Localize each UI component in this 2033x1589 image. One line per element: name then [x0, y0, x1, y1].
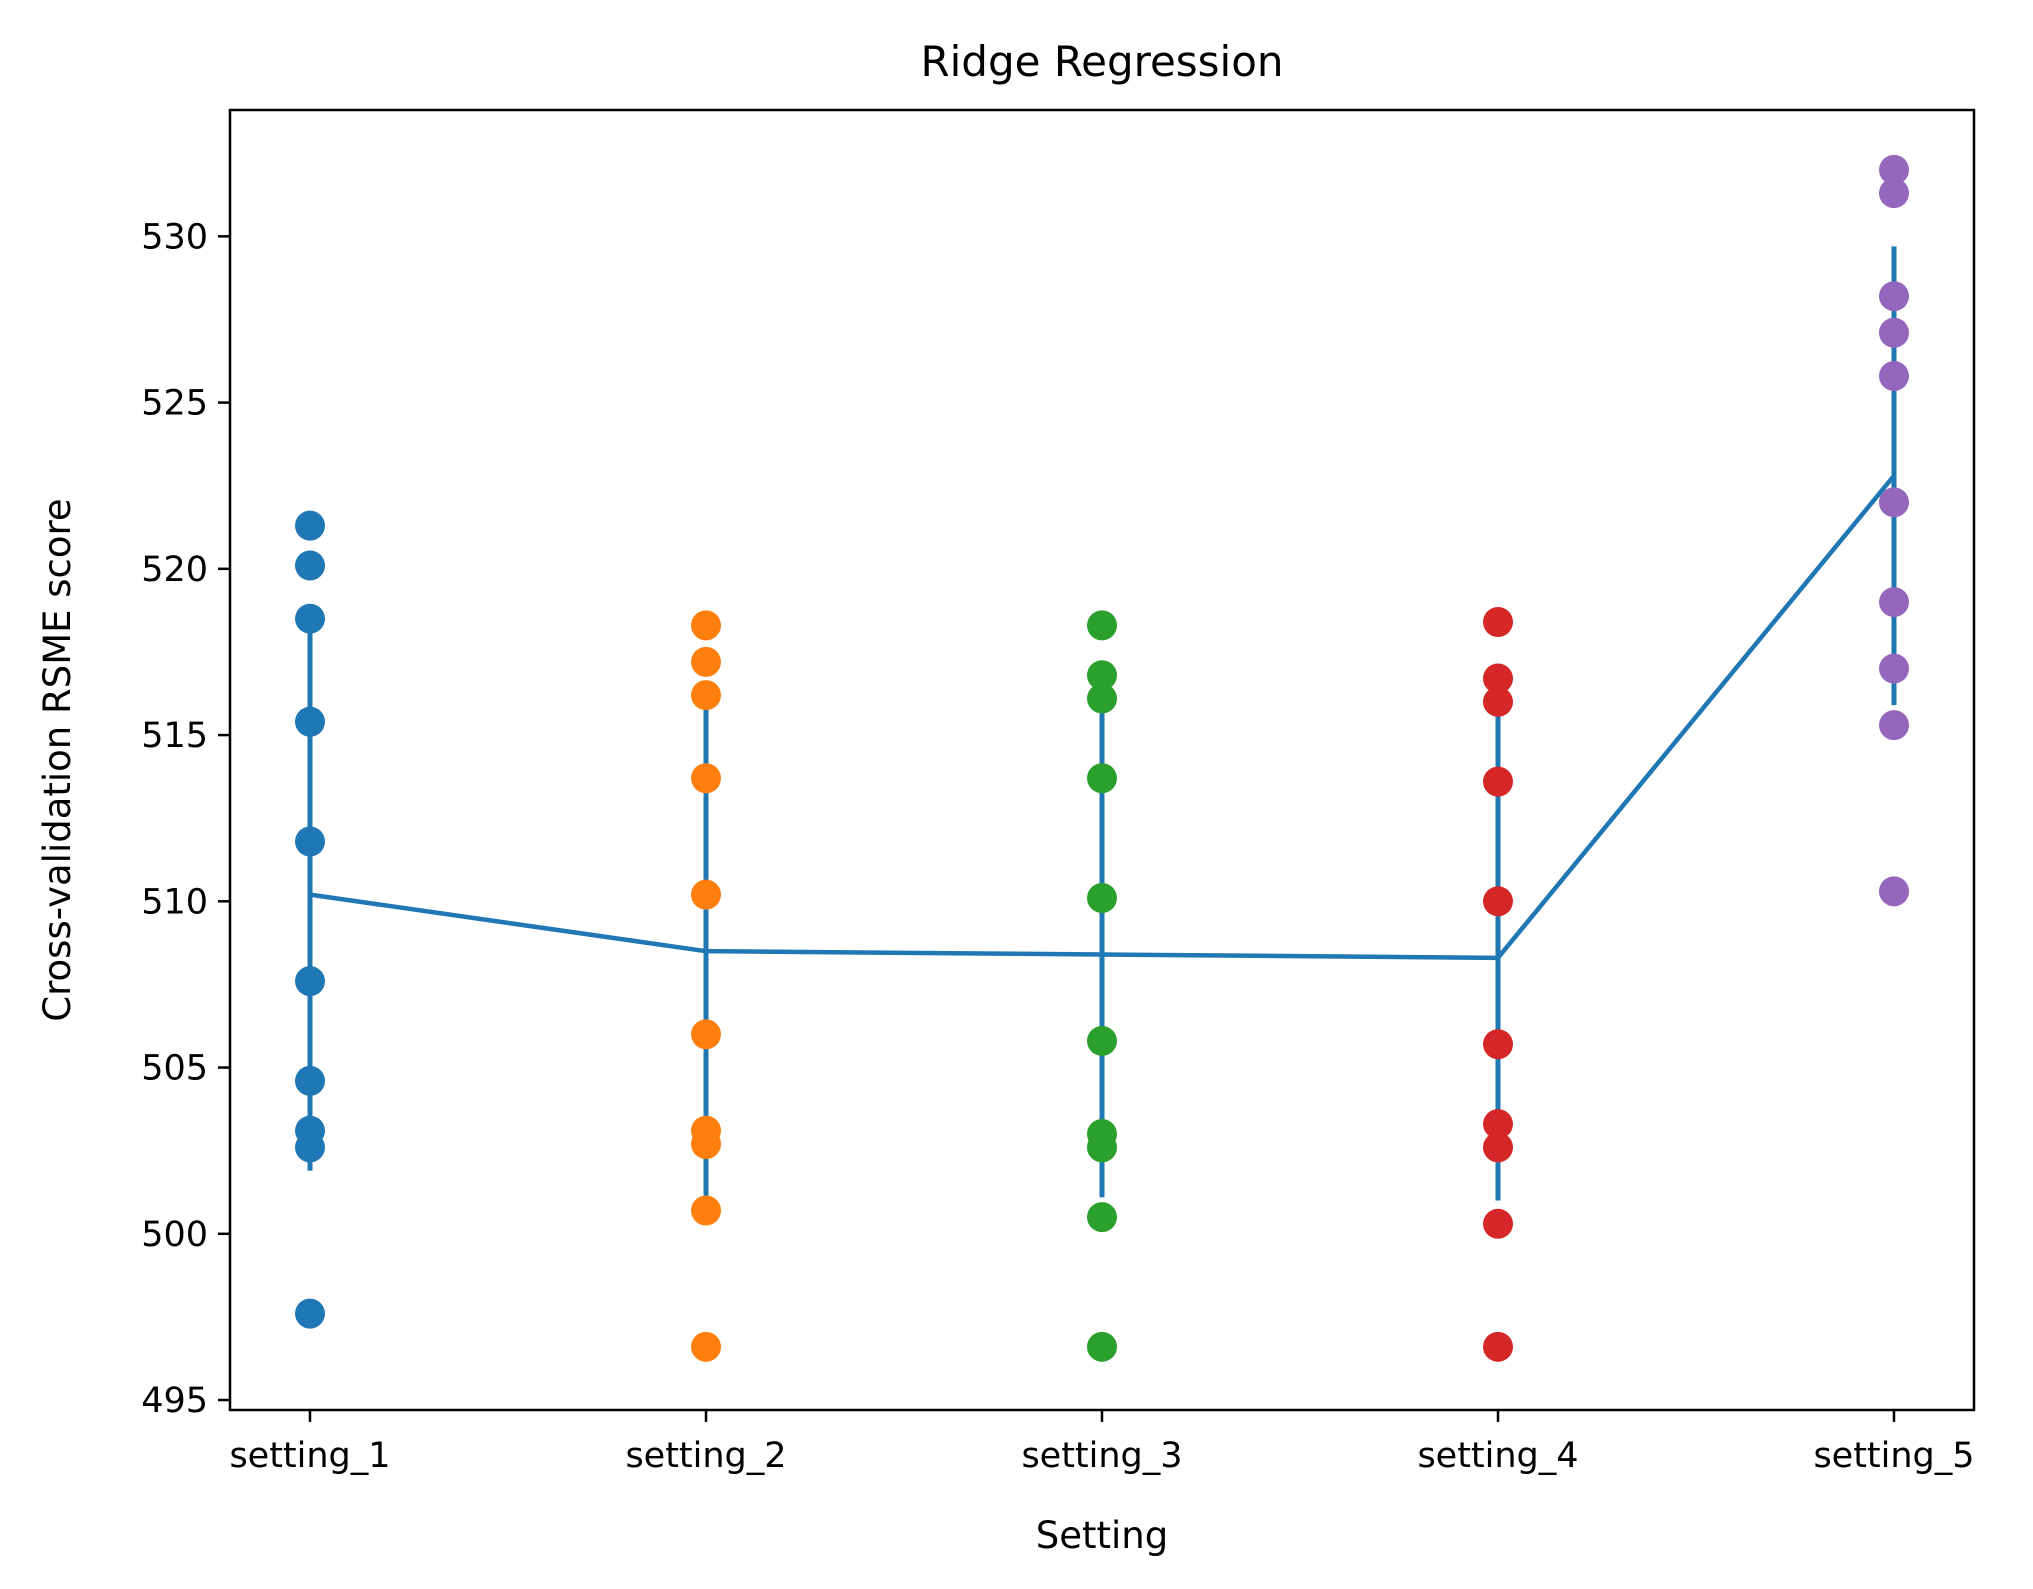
- point-setting_1-5: [295, 826, 325, 857]
- point-setting_2-8: [691, 1129, 721, 1160]
- point-setting_3-3: [1087, 683, 1117, 714]
- point-setting_3-9: [1087, 1202, 1117, 1233]
- point-setting_2-4: [691, 763, 721, 794]
- point-setting_5-5: [1879, 360, 1909, 391]
- point-setting_3-2: [1087, 660, 1117, 691]
- chart-title: Ridge Regression: [920, 37, 1283, 86]
- point-setting_1-10: [295, 1298, 325, 1329]
- point-setting_2-1: [691, 610, 721, 641]
- point-setting_2-10: [691, 1331, 721, 1362]
- point-setting_2-9: [691, 1195, 721, 1226]
- point-setting_4-6: [1483, 1029, 1513, 1060]
- point-setting_5-10: [1879, 876, 1909, 907]
- y-tick-label-520: 520: [141, 550, 208, 590]
- point-setting_4-5: [1483, 886, 1513, 917]
- point-setting_4-3: [1483, 686, 1513, 717]
- point-setting_2-2: [691, 646, 721, 677]
- point-setting_4-9: [1483, 1208, 1513, 1239]
- point-setting_1-3: [295, 603, 325, 634]
- point-setting_5-1: [1879, 154, 1909, 185]
- point-setting_2-5: [691, 879, 721, 910]
- chart-marks: [295, 154, 1909, 1362]
- point-setting_2-6: [691, 1019, 721, 1050]
- point-setting_1-1: [295, 510, 325, 541]
- point-setting_5-9: [1879, 710, 1909, 741]
- x-tick-label-setting_3: setting_3: [1021, 1436, 1182, 1476]
- point-setting_3-8: [1087, 1132, 1117, 1163]
- y-axis: 495 500 505 510 515 520 525 530: [141, 217, 230, 1421]
- x-tick-label-setting_1: setting_1: [229, 1436, 390, 1476]
- point-setting_4-7: [1483, 1109, 1513, 1140]
- y-axis-label: Cross-validation RSME score: [36, 498, 79, 1021]
- y-tick-label-500: 500: [141, 1215, 208, 1255]
- y-tick-label-515: 515: [141, 716, 208, 756]
- point-setting_4-2: [1483, 663, 1513, 694]
- point-setting_5-2: [1879, 178, 1909, 209]
- point-setting_3-6: [1087, 1025, 1117, 1056]
- point-setting_3-4: [1087, 763, 1117, 794]
- point-setting_4-10: [1483, 1331, 1513, 1362]
- point-setting_3-1: [1087, 610, 1117, 641]
- point-setting_3-10: [1087, 1331, 1117, 1362]
- point-setting_2-3: [691, 680, 721, 711]
- point-setting_4-1: [1483, 607, 1513, 638]
- y-tick-label-525: 525: [141, 384, 208, 424]
- x-axis-label: Setting: [1036, 1514, 1168, 1557]
- x-axis: setting_1 setting_2 setting_3 setting_4 sett…: [229, 1410, 1975, 1476]
- point-setting_4-4: [1483, 766, 1513, 797]
- point-setting_5-3: [1879, 281, 1909, 312]
- point-setting_1-4: [295, 706, 325, 737]
- x-tick-label-setting_5: setting_5: [1813, 1436, 1974, 1476]
- point-setting_5-6: [1879, 487, 1909, 518]
- point-setting_5-8: [1879, 653, 1909, 684]
- point-setting_1-7: [295, 1065, 325, 1096]
- y-tick-label-510: 510: [141, 882, 208, 922]
- x-tick-label-setting_2: setting_2: [625, 1436, 786, 1476]
- point-setting_5-7: [1879, 587, 1909, 618]
- mean-line: [309, 474, 1896, 961]
- point-setting_5-4: [1879, 317, 1909, 348]
- y-tick-label-505: 505: [141, 1049, 208, 1089]
- point-setting_4-8: [1483, 1132, 1513, 1163]
- y-tick-label-495: 495: [141, 1381, 208, 1421]
- x-tick-label-setting_4: setting_4: [1417, 1436, 1578, 1476]
- point-setting_1-6: [295, 966, 325, 997]
- y-tick-label-530: 530: [141, 217, 208, 257]
- point-setting_3-5: [1087, 882, 1117, 913]
- point-setting_1-2: [295, 550, 325, 581]
- point-setting_1-9: [295, 1132, 325, 1163]
